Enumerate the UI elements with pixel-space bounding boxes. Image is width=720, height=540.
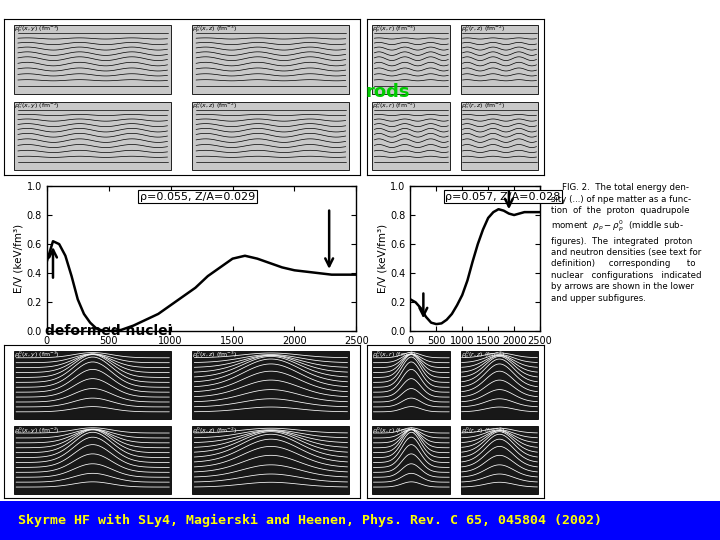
FancyBboxPatch shape xyxy=(192,351,349,418)
Text: ρ=0.055, Z/A=0.029: ρ=0.055, Z/A=0.029 xyxy=(140,192,255,202)
Text: $\rho_n^0(x,z)$ (fm$^{-2}$): $\rho_n^0(x,z)$ (fm$^{-2}$) xyxy=(192,100,238,111)
FancyBboxPatch shape xyxy=(372,351,450,418)
Text: $\rho_n^0(x,y)$ (fm$^{-2}$): $\rho_n^0(x,y)$ (fm$^{-2}$) xyxy=(14,100,60,111)
Text: $\rho_n^0(x,y)$ (fm$^{-2}$): $\rho_n^0(x,y)$ (fm$^{-2}$) xyxy=(14,425,60,436)
FancyBboxPatch shape xyxy=(461,102,539,171)
Y-axis label: E/V (keV/fm³): E/V (keV/fm³) xyxy=(14,224,24,293)
FancyBboxPatch shape xyxy=(14,426,171,494)
FancyBboxPatch shape xyxy=(461,426,539,494)
Text: $\rho_p^0(x,r)$ (fm$^{-3}$): $\rho_p^0(x,r)$ (fm$^{-3}$) xyxy=(372,349,417,362)
Text: $\rho_p^0(x,z)$ (fm$^{-3}$): $\rho_p^0(x,z)$ (fm$^{-3}$) xyxy=(192,24,238,36)
X-axis label: $Q_p$ ($^{\prime}$m$^3$): $Q_p$ ($^{\prime}$m$^3$) xyxy=(180,352,223,368)
FancyBboxPatch shape xyxy=(14,25,171,94)
FancyBboxPatch shape xyxy=(192,426,349,494)
Text: ρ=0.057, Z/A=0.028: ρ=0.057, Z/A=0.028 xyxy=(446,192,561,202)
Text: FIG. 2.  The total energy den-
sity (...) of npe matter as a func-
tion  of  the: FIG. 2. The total energy den- sity (...)… xyxy=(551,183,701,303)
Text: $\rho_n^0(r,z)$ (fm$^{-2}$): $\rho_n^0(r,z)$ (fm$^{-2}$) xyxy=(461,425,505,436)
FancyBboxPatch shape xyxy=(461,25,539,94)
Text: $\rho_p^0(x,y)$ (fm$^{-3}$): $\rho_p^0(x,y)$ (fm$^{-3}$) xyxy=(14,349,60,362)
FancyBboxPatch shape xyxy=(14,351,171,418)
Text: $\rho_n^0(x,r)$ (fm$^{-2}$): $\rho_n^0(x,r)$ (fm$^{-2}$) xyxy=(372,425,417,436)
Text: $\rho_n^0(r,z)$ (fm$^{-2}$): $\rho_n^0(r,z)$ (fm$^{-2}$) xyxy=(461,100,505,111)
Text: $\rho_n^0(x,r)$ (fm$^{-2}$): $\rho_n^0(x,r)$ (fm$^{-2}$) xyxy=(372,100,417,111)
Text: Skyrme HF with SLy4, Magierski and Heenen, Phys. Rev. C 65, 045804 (2002): Skyrme HF with SLy4, Magierski and Heene… xyxy=(18,514,602,527)
Text: $\rho_p^0(x,z)$ (fm$^{-3}$): $\rho_p^0(x,z)$ (fm$^{-3}$) xyxy=(192,349,238,362)
FancyBboxPatch shape xyxy=(372,102,450,171)
Text: $\rho_p^0(x,y)$ (fm$^{-3}$): $\rho_p^0(x,y)$ (fm$^{-3}$) xyxy=(14,24,60,36)
Y-axis label: E/V (keV/fm³): E/V (keV/fm³) xyxy=(377,224,387,293)
FancyBboxPatch shape xyxy=(461,351,539,418)
X-axis label: $Q_p$ (fm$^3$): $Q_p$ (fm$^3$) xyxy=(453,352,498,368)
FancyBboxPatch shape xyxy=(372,426,450,494)
FancyBboxPatch shape xyxy=(192,25,349,94)
Text: $\rho_p^0(x,r)$ (fm$^{-3}$): $\rho_p^0(x,r)$ (fm$^{-3}$) xyxy=(372,24,417,36)
Text: $\rho_p^0(r,z)$ (fm$^{-2}$): $\rho_p^0(r,z)$ (fm$^{-2}$) xyxy=(461,24,505,36)
Text: deformed nuclei: deformed nuclei xyxy=(45,325,173,339)
Text: rods: rods xyxy=(365,83,410,100)
FancyBboxPatch shape xyxy=(192,102,349,171)
Text: $\rho_n^0(x,z)$ (fm$^{-2}$): $\rho_n^0(x,z)$ (fm$^{-2}$) xyxy=(192,425,238,436)
FancyBboxPatch shape xyxy=(372,25,450,94)
Text: $\rho_p^0(r,z)$ (fm$^{-2}$): $\rho_p^0(r,z)$ (fm$^{-2}$) xyxy=(461,349,505,362)
FancyBboxPatch shape xyxy=(14,102,171,171)
